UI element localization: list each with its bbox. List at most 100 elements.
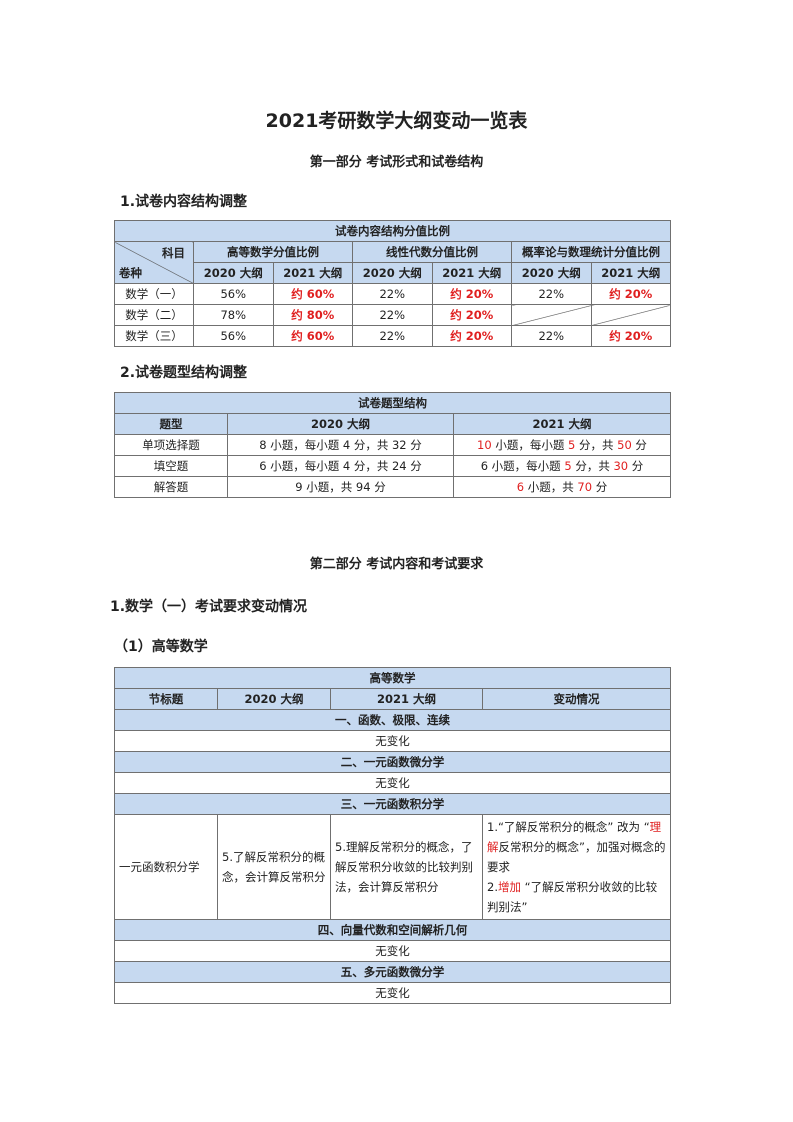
text: 1.“了解反常积分的概念” 改为 “ <box>487 820 650 834</box>
changed-value: 30 <box>613 459 629 473</box>
group-header: 高等数学分值比例 <box>193 241 353 263</box>
cell: 5.理解反常积分的概念，了解反常积分收敛的比较判别法，会计算反常积分 <box>330 814 483 920</box>
table-caption: 高等数学 <box>114 667 671 689</box>
cell: 约 20% <box>590 283 671 305</box>
changed-value: 5 <box>564 459 572 473</box>
table-row: 一元函数积分学 5.了解反常积分的概念，会计算反常积分 5.理解反常积分的概念，… <box>114 814 671 920</box>
column-header: 2021 大纲 <box>453 413 671 435</box>
cell: 6 小题，共 70 分 <box>453 476 671 498</box>
changed-value: 5 <box>568 438 576 452</box>
year-header: 2021 大纲 <box>431 262 512 284</box>
table-row: 填空题 6 小题，每小题 4 分，共 24 分 6 小题，每小题 5 分，共 3… <box>114 455 671 477</box>
cell: 5.了解反常积分的概念，会计算反常积分 <box>217 814 331 920</box>
section-heading: 2.试卷题型结构调整 <box>120 365 248 381</box>
changed-value: 70 <box>577 480 593 494</box>
cell: 6 小题，每小题 5 分，共 30 分 <box>453 455 671 477</box>
cell: 22% <box>511 325 592 347</box>
year-header: 2020 大纲 <box>193 262 274 284</box>
cell: 22% <box>352 304 433 326</box>
text: 分，共 <box>571 459 614 473</box>
table-caption: 试卷内容结构分值比例 <box>114 220 671 242</box>
year-header: 2021 大纲 <box>590 262 671 284</box>
cell: 约 20% <box>431 304 512 326</box>
section-row: 四、向量代数和空间解析几何 <box>114 919 671 941</box>
changed-value: 理解 <box>487 820 662 854</box>
empty-diagonal-cell <box>511 304 592 326</box>
cell: 6 小题，每小题 4 分，共 24 分 <box>227 455 454 477</box>
cell: 56% <box>193 325 274 347</box>
column-header: 变动情况 <box>482 688 671 710</box>
cell: 填空题 <box>114 455 228 477</box>
cell: 22% <box>352 283 433 305</box>
cell: 9 小题，共 94 分 <box>227 476 454 498</box>
text: 6 小题，每小题 <box>480 459 565 473</box>
changed-value: 10 <box>477 438 492 452</box>
section-row: 一、函数、极限、连续 <box>114 709 671 731</box>
year-header: 2021 大纲 <box>272 262 353 284</box>
group-header: 概率论与数理统计分值比例 <box>511 241 671 263</box>
cell: 约 80% <box>272 304 353 326</box>
section-row: 五、多元函数微分学 <box>114 961 671 983</box>
cell: 10 小题，每小题 5 分，共 50 分 <box>453 434 671 456</box>
no-change-row: 无变化 <box>114 982 671 1004</box>
text: 2. <box>487 880 498 894</box>
table-row: 解答题 9 小题，共 94 分 6 小题，共 70 分 <box>114 476 671 498</box>
column-header: 2020 大纲 <box>217 688 331 710</box>
text: “了解反常积分收敛的比较判别法” <box>487 880 658 914</box>
part2-title: 第二部分 考试内容和考试要求 <box>309 557 484 572</box>
cell: 56% <box>193 283 274 305</box>
corner-bottom: 卷种 <box>119 265 142 280</box>
row-label: 数学（三） <box>114 325 194 347</box>
column-header: 节标题 <box>114 688 218 710</box>
column-header: 2020 大纲 <box>227 413 454 435</box>
cell: 约 20% <box>590 325 671 347</box>
cell: 约 60% <box>272 283 353 305</box>
cell: 一元函数积分学 <box>114 814 218 920</box>
score-ratio-table: 试卷内容结构分值比例 科目 卷种 高等数学分值比例 线性代数分值比例 概率论与数… <box>114 220 671 347</box>
changed-value: 6 <box>516 480 525 494</box>
changed-value: 增加 <box>497 880 521 894</box>
year-header: 2020 大纲 <box>352 262 433 284</box>
cell: 8 小题，每小题 4 分，共 32 分 <box>227 434 454 456</box>
text: 分，共 <box>575 438 618 452</box>
cell: 78% <box>193 304 274 326</box>
cell: 约 20% <box>431 283 512 305</box>
cell: 22% <box>511 283 592 305</box>
page-title: 2021考研数学大纲变动一览表 <box>265 110 528 132</box>
part1-title: 第一部分 考试形式和试卷结构 <box>309 155 484 170</box>
corner-top: 科目 <box>162 245 185 260</box>
subsection-heading: （1）高等数学 <box>114 639 208 655</box>
no-change-row: 无变化 <box>114 730 671 752</box>
corner-cell: 科目 卷种 <box>114 241 194 284</box>
cell: 约 20% <box>431 325 512 347</box>
no-change-row: 无变化 <box>114 772 671 794</box>
year-header: 2020 大纲 <box>511 262 592 284</box>
row-label: 数学（一） <box>114 283 194 305</box>
section-heading: 1.数学（一）考试要求变动情况 <box>110 599 308 615</box>
calculus-changes-table: 高等数学 节标题 2020 大纲 2021 大纲 变动情况 一、函数、极限、连续… <box>114 667 671 1004</box>
column-header: 2021 大纲 <box>330 688 483 710</box>
row-label: 数学（二） <box>114 304 194 326</box>
text: 分 <box>592 480 608 494</box>
column-header: 题型 <box>114 413 228 435</box>
text: 小题，共 <box>524 480 578 494</box>
table-row: 数学（二） 78% 约 80% 22% 约 20% <box>114 304 671 326</box>
table-row: 数学（三） 56% 约 60% 22% 约 20% 22% 约 20% <box>114 325 671 347</box>
text: 反常积分的概念”，加强对概念的要求 <box>487 840 666 874</box>
text: 分 <box>628 459 644 473</box>
change-cell: 1.“了解反常积分的概念” 改为 “理解反常积分的概念”，加强对概念的要求 2.增… <box>482 814 671 920</box>
text: 分 <box>631 438 647 452</box>
table-row: 单项选择题 8 小题，每小题 4 分，共 32 分 10 小题，每小题 5 分，… <box>114 434 671 456</box>
no-change-row: 无变化 <box>114 940 671 962</box>
section-row: 二、一元函数微分学 <box>114 751 671 773</box>
text: 小题，每小题 <box>491 438 568 452</box>
cell: 22% <box>352 325 433 347</box>
group-header: 线性代数分值比例 <box>352 241 512 263</box>
cell: 单项选择题 <box>114 434 228 456</box>
table-caption: 试卷题型结构 <box>114 392 671 414</box>
question-type-table: 试卷题型结构 题型 2020 大纲 2021 大纲 单项选择题 8 小题，每小题… <box>114 392 671 498</box>
empty-diagonal-cell <box>590 304 671 326</box>
changed-value: 50 <box>617 438 632 452</box>
section-heading: 1.试卷内容结构调整 <box>120 194 248 210</box>
